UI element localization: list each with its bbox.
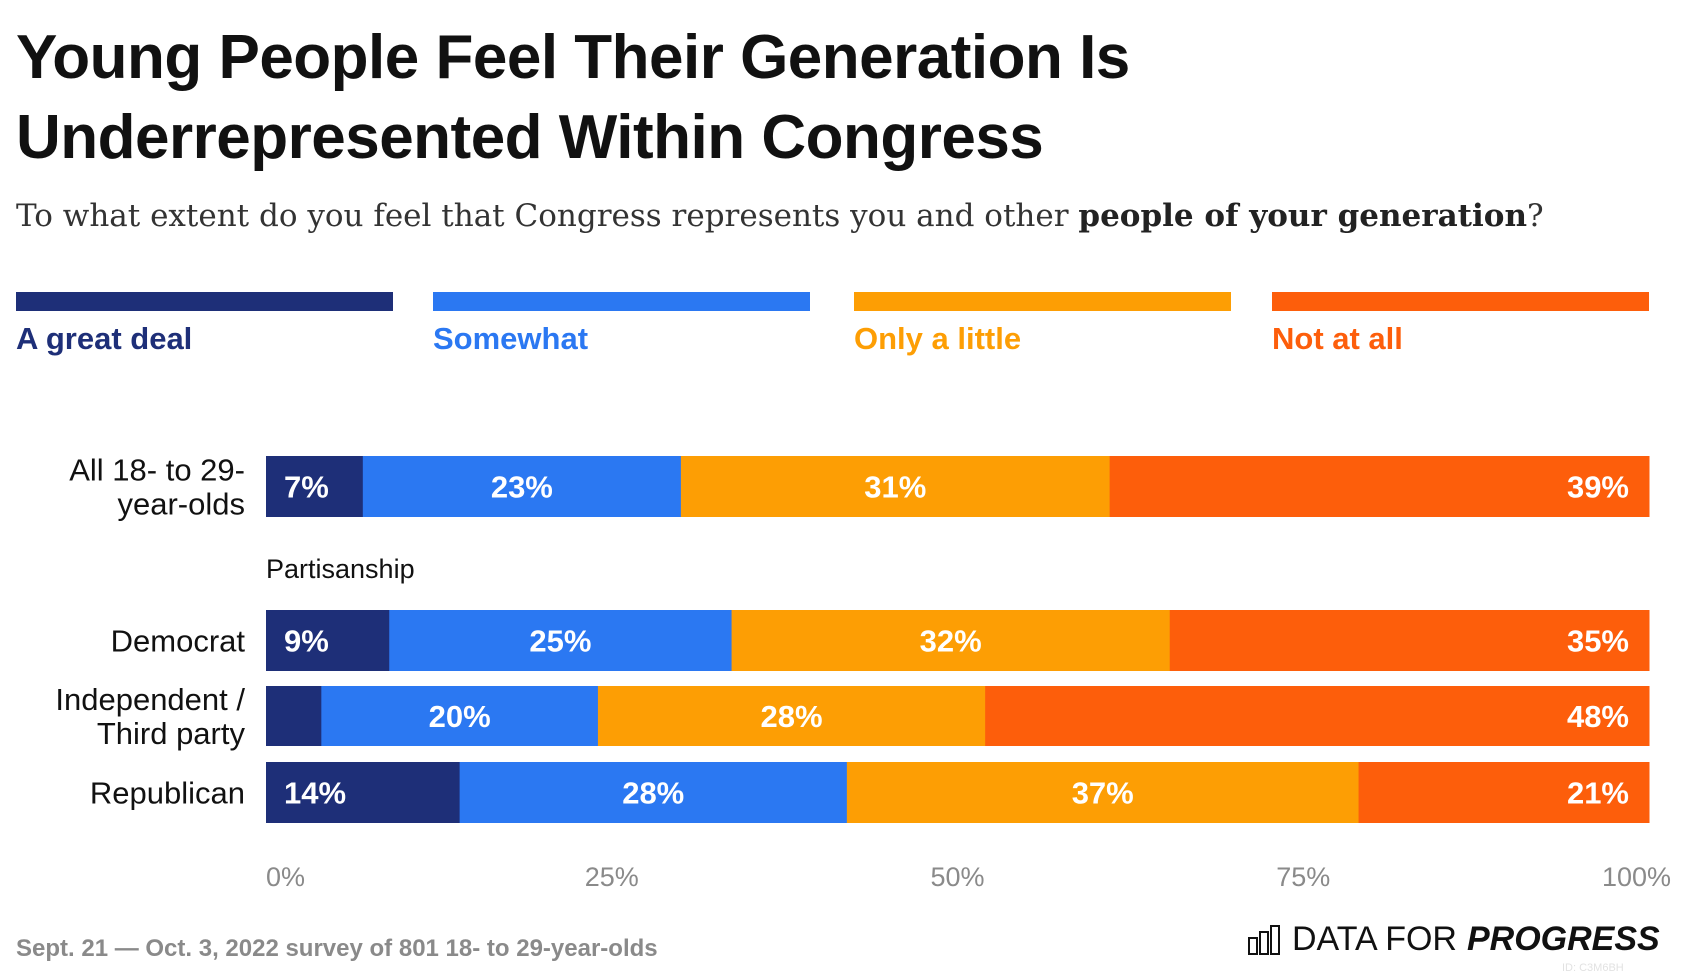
x-tick-label: 50% xyxy=(930,862,984,892)
bar-segment xyxy=(680,456,1111,517)
data-label: 28% xyxy=(622,776,684,811)
category-label: Independent / xyxy=(55,682,245,717)
bar-segment xyxy=(389,610,733,671)
legend-swatch xyxy=(16,292,393,311)
bar-segment xyxy=(846,762,1360,823)
chart-subtitle: To what extent do you feel that Congress… xyxy=(16,198,1544,234)
legend-swatch xyxy=(1272,292,1649,311)
data-label: 28% xyxy=(761,699,823,734)
group-label: Partisanship xyxy=(266,554,415,584)
category-label: year-olds xyxy=(118,487,246,522)
logo-text-bold: PROGRESS xyxy=(1466,920,1660,958)
x-tick-label: 100% xyxy=(1602,862,1671,892)
data-label: 21% xyxy=(1567,776,1629,811)
bar-segment xyxy=(731,610,1171,671)
data-label: 39% xyxy=(1567,470,1629,505)
x-tick-label: 25% xyxy=(585,862,639,892)
bar-segment xyxy=(266,610,390,671)
bar-segment xyxy=(321,686,599,746)
chart-id: ID: C3M6BH xyxy=(1562,962,1624,974)
legend-label: A great deal xyxy=(16,321,193,356)
title-line-2: Underrepresented Within Congress xyxy=(16,103,1044,172)
bar-segment xyxy=(459,762,848,823)
legend-label: Somewhat xyxy=(433,321,589,356)
legend-item: Not at all xyxy=(1272,292,1649,357)
data-label: 31% xyxy=(864,470,926,505)
chart-title: Young People Feel Their Generation Is Und… xyxy=(16,18,1130,178)
bar-chart-logo-icon xyxy=(1248,924,1280,955)
bar-segment xyxy=(1169,610,1650,671)
legend-swatch xyxy=(854,292,1231,311)
category-label: Republican xyxy=(90,776,245,811)
category-label: Third party xyxy=(97,716,246,751)
bar-segment xyxy=(597,686,986,746)
legend-item: Only a little xyxy=(854,292,1231,357)
logo-text-light: DATA FOR xyxy=(1292,920,1457,958)
bar-segment xyxy=(985,686,1650,746)
legend-swatch xyxy=(433,292,810,311)
legend-label: Not at all xyxy=(1272,321,1403,356)
category-label: Democrat xyxy=(111,624,246,659)
subtitle-text: To what extent do you feel that Congress… xyxy=(16,198,1079,234)
x-tick-label: 0% xyxy=(266,862,305,892)
data-label: 37% xyxy=(1072,776,1134,811)
bar-segment xyxy=(1109,456,1650,517)
bar-segment xyxy=(266,686,322,746)
legend-label: Only a little xyxy=(854,321,1022,356)
subtitle-bold: people of your generation xyxy=(1078,198,1527,234)
data-label: 20% xyxy=(429,699,491,734)
subtitle-end: ? xyxy=(1526,198,1544,234)
data-label: 9% xyxy=(284,624,329,659)
source-note: Sept. 21 — Oct. 3, 2022 survey of 801 18… xyxy=(16,935,658,962)
data-label: 14% xyxy=(284,776,346,811)
data-label: 7% xyxy=(284,470,329,505)
data-label: 23% xyxy=(491,470,553,505)
data-for-progress-logo: DATA FOR PROGRESS xyxy=(1248,920,1660,959)
category-label: All 18- to 29- xyxy=(69,453,245,488)
bar-segment xyxy=(1358,762,1650,823)
bar-segment xyxy=(266,456,364,517)
legend-item: Somewhat xyxy=(433,292,810,357)
data-label: 48% xyxy=(1567,699,1629,734)
data-label: 25% xyxy=(529,624,591,659)
bar-segment xyxy=(362,456,682,517)
bar-segment xyxy=(266,762,461,823)
legend-item: A great deal xyxy=(16,292,393,357)
data-label: 32% xyxy=(920,624,982,659)
x-tick-label: 75% xyxy=(1276,862,1330,892)
data-label: 35% xyxy=(1567,624,1629,659)
title-line-1: Young People Feel Their Generation Is xyxy=(16,23,1130,92)
